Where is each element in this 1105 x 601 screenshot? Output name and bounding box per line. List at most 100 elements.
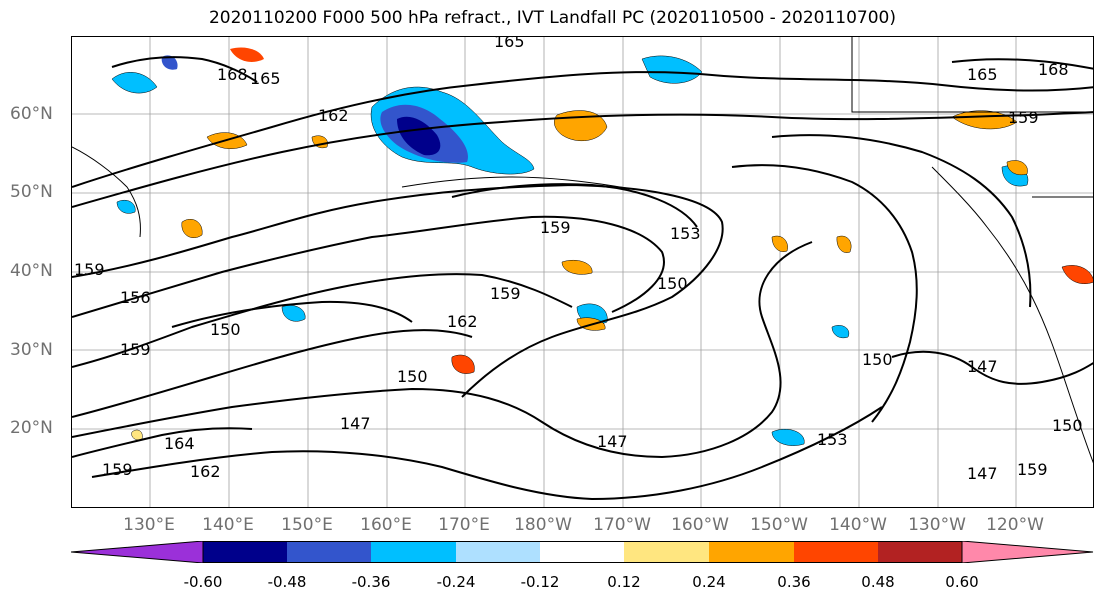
contour-label: 159 — [540, 218, 571, 237]
lon-label-150e: 150°E — [281, 515, 333, 535]
map-canvas: 165 168 165 162 165 168 159 159 153 150 … — [72, 37, 1093, 507]
lat-label-30n: 30°N — [10, 340, 53, 360]
orange-patch-9 — [771, 235, 788, 252]
us-canada-border — [1032, 196, 1093, 198]
colorbar-segment — [624, 541, 709, 563]
contour-label: 165 — [494, 37, 525, 51]
orange-patch-8 — [1006, 160, 1028, 176]
colorbar-segment — [709, 541, 794, 563]
blue-patch-gulf — [641, 55, 703, 84]
positive-shading — [131, 47, 1093, 441]
contour-label: 168 — [217, 65, 248, 84]
asia-coast — [72, 146, 141, 238]
contour-label: 147 — [967, 357, 998, 376]
orange-patch-7 — [836, 235, 852, 253]
red-patch-3 — [1061, 265, 1093, 284]
colorbar-tick-label: -0.24 — [436, 573, 476, 591]
contour-label: 147 — [967, 464, 998, 483]
coastlines — [72, 37, 1093, 464]
colorbar-extend-min — [71, 541, 204, 563]
contour-label: 150 — [210, 320, 241, 339]
orange-patch-4 — [181, 219, 203, 238]
north-america-coast — [931, 166, 1093, 464]
orange-patch-1 — [554, 110, 608, 142]
colorbar-tick-label: 0.36 — [777, 573, 811, 591]
lon-label-140w: 140°W — [829, 515, 887, 535]
colorbar-segment — [540, 541, 624, 563]
colorbar-segment — [456, 541, 540, 563]
blue-spot-6 — [831, 325, 850, 339]
contour-159 — [72, 183, 724, 398]
colorbar-tick-label: -0.12 — [520, 573, 560, 591]
contour-label: 150 — [1052, 416, 1083, 435]
contour-label: 159 — [1017, 460, 1048, 479]
aleutian-arc — [401, 176, 633, 190]
lat-label-60n: 60°N — [10, 104, 53, 124]
lon-label-150w: 150°W — [750, 515, 808, 535]
red-patch-1 — [230, 47, 264, 62]
contour-label: 159 — [102, 460, 133, 479]
blue-patch-kamchatka — [111, 72, 158, 94]
contour-label: 147 — [597, 432, 628, 451]
lat-label-40n: 40°N — [10, 261, 53, 281]
blue-spot-4 — [116, 199, 136, 214]
lon-label-180w: 180°W — [514, 515, 572, 535]
contour-label: 153 — [670, 224, 701, 243]
colorbar-tick-label: -0.60 — [183, 573, 223, 591]
contour-label: 159 — [120, 340, 151, 359]
contour-156 — [72, 215, 665, 318]
yellow-spot-1 — [131, 429, 143, 441]
contour-162-sw — [72, 427, 253, 458]
contour-label: 147 — [340, 414, 371, 433]
contour-label: 159 — [74, 260, 105, 279]
contour-165 — [72, 71, 1093, 188]
colorbar-tick-label: 0.12 — [607, 573, 641, 591]
contour-150-arc — [731, 164, 918, 423]
colorbar-tick-label: -0.36 — [351, 573, 391, 591]
red-patch-2 — [451, 354, 475, 374]
lon-label-170w: 170°W — [593, 515, 651, 535]
contour-153 — [72, 273, 573, 368]
dark-blue-core-aleutian — [397, 116, 441, 156]
colorbar-segment — [203, 541, 287, 563]
colorbar-extend-max — [961, 541, 1094, 563]
orange-patch-5 — [561, 259, 593, 275]
colorbar-segments — [71, 541, 1094, 563]
contour-147 — [72, 241, 813, 459]
contour-label: 162 — [447, 312, 478, 331]
contour-label: 159 — [1008, 108, 1039, 127]
lon-label-160w: 160°W — [671, 515, 729, 535]
alaska-box — [851, 37, 1093, 113]
colorbar-outline — [202, 541, 963, 563]
lon-label-140e: 140°E — [202, 515, 254, 535]
contour-label: 165 — [967, 65, 998, 84]
lat-label-20n: 20°N — [10, 418, 53, 438]
contour-159-west — [171, 300, 413, 328]
colorbar-segment — [794, 541, 878, 563]
map-title: 2020110200 F000 500 hPa refract., IVT La… — [208, 8, 896, 28]
contour-150 — [72, 329, 473, 418]
contour-162 — [72, 111, 1093, 208]
contour-153-arc — [771, 134, 1032, 308]
colorbar-tick-label: 0.24 — [692, 573, 726, 591]
contour-label: 150 — [657, 274, 688, 293]
colorbar-segment — [878, 541, 962, 563]
contour-label: 153 — [817, 430, 848, 449]
lat-label-50n: 50°N — [10, 182, 53, 202]
contour-labels: 165 168 165 162 165 168 159 159 153 150 … — [74, 37, 1083, 483]
colorbar — [71, 541, 1094, 563]
contour-label: 159 — [490, 284, 521, 303]
lon-label-130e: 130°E — [123, 515, 175, 535]
blue-spot-nw — [161, 55, 178, 70]
contour-168 — [111, 56, 258, 83]
colorbar-segment — [287, 541, 371, 563]
colorbar-tick-label: 0.60 — [945, 573, 979, 591]
contour-168-east — [951, 58, 1093, 70]
contour-label: 164 — [164, 434, 195, 453]
lon-label-130w: 130°W — [908, 515, 966, 535]
contour-150-south — [91, 406, 883, 501]
blue-spot-1 — [281, 305, 306, 322]
colorbar-segment — [371, 541, 456, 563]
contour-label: 162 — [190, 462, 221, 481]
blue-spot-3 — [771, 428, 805, 446]
